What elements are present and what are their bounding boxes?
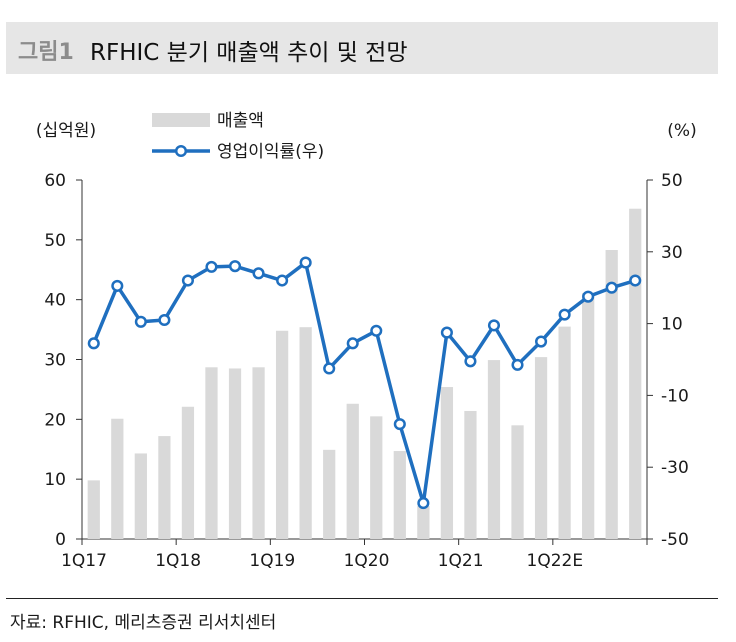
source-note: 자료: RFHIC, 메리츠증권 리서치센터	[10, 613, 277, 633]
margin-point	[134, 315, 147, 328]
left-tick-label: 40	[44, 291, 66, 311]
legend-bar-swatch	[152, 113, 210, 127]
margin-point	[111, 279, 124, 292]
revenue-bar	[393, 451, 406, 539]
margin-point	[605, 281, 618, 294]
revenue-bar	[228, 368, 242, 539]
x-tick-label: 1Q19	[249, 551, 295, 571]
revenue-bar	[464, 410, 477, 539]
revenue-bar	[111, 418, 124, 539]
revenue-bar	[534, 357, 548, 539]
margin-point	[370, 324, 383, 337]
margin-point	[487, 319, 501, 332]
margin-point	[535, 335, 548, 348]
x-tick-label: 1Q22E	[527, 551, 584, 571]
x-tick-label: 1Q18	[155, 551, 201, 571]
revenue-bar	[205, 367, 218, 539]
x-tick-label: 1Q17	[61, 551, 107, 571]
margin-point	[299, 256, 312, 269]
revenue-bar	[252, 367, 265, 539]
combo-chart: 0 10 20 30 40 50 60 -50 -30 -10 10 30 50 1Q17 1Q18 1Q19…	[36, 111, 697, 571]
left-tick-label: 0	[55, 530, 66, 550]
margin-point	[323, 362, 336, 375]
margin-point	[558, 308, 571, 321]
revenue-bar	[582, 293, 595, 539]
revenue-bar	[323, 449, 336, 539]
chart-title: RFHIC 분기 매출액 추이 및 전망	[90, 40, 408, 66]
left-tick-label: 30	[44, 351, 66, 371]
margin-point	[464, 355, 477, 368]
x-tick-label: 1Q20	[344, 551, 390, 571]
revenue-bar	[134, 453, 147, 539]
margin-point	[276, 274, 289, 287]
margin-point	[87, 337, 100, 350]
revenue-bar	[629, 208, 642, 539]
left-tick-label: 10	[44, 470, 66, 490]
legend-line-label: 영업이익률(우)	[217, 142, 324, 162]
revenue-bar	[346, 403, 359, 539]
revenue-bar	[181, 406, 195, 539]
margin-point	[393, 418, 406, 431]
revenue-bar	[487, 360, 501, 539]
margin-point	[582, 290, 595, 303]
margin-point	[228, 260, 242, 273]
revenue-bar	[440, 387, 454, 539]
margin-point	[346, 337, 359, 350]
revenue-bar	[87, 480, 100, 539]
source-divider	[6, 598, 718, 599]
right-tick-label: 10	[661, 315, 683, 335]
margin-point	[181, 274, 194, 287]
right-tick-label: -30	[661, 458, 689, 478]
revenue-bar	[370, 416, 383, 539]
right-tick-label: 50	[661, 171, 683, 191]
margin-point	[252, 267, 265, 280]
revenue-bar	[299, 327, 312, 539]
margin-point	[440, 326, 453, 339]
left-tick-label: 20	[44, 410, 66, 430]
revenue-bar	[558, 326, 571, 539]
revenue-bar	[417, 506, 430, 539]
right-tick-label: -10	[661, 386, 689, 406]
margin-line	[92, 260, 636, 505]
left-axis-unit: (십억원)	[36, 121, 96, 141]
title-bar: 그림1 RFHIC 분기 매출액 추이 및 전망	[6, 22, 718, 74]
right-tick-label: -50	[661, 530, 689, 550]
revenue-bar	[275, 330, 289, 539]
margin-point	[158, 313, 171, 327]
right-axis-unit: (%)	[667, 121, 696, 141]
margin-point	[205, 260, 218, 273]
left-tick-label: 50	[44, 231, 66, 251]
margin-point	[629, 274, 642, 287]
revenue-bar	[605, 250, 618, 539]
x-tick-label: 1Q21	[438, 551, 484, 571]
margin-point	[417, 497, 430, 510]
legend-line-marker	[174, 144, 188, 158]
left-tick-label: 60	[44, 171, 66, 191]
revenue-bar	[158, 436, 171, 539]
figure-label: 그림1	[18, 40, 74, 65]
legend-bar-label: 매출액	[217, 111, 264, 131]
right-tick-label: 30	[661, 243, 683, 263]
revenue-bar	[511, 425, 524, 539]
margin-point	[511, 358, 524, 371]
